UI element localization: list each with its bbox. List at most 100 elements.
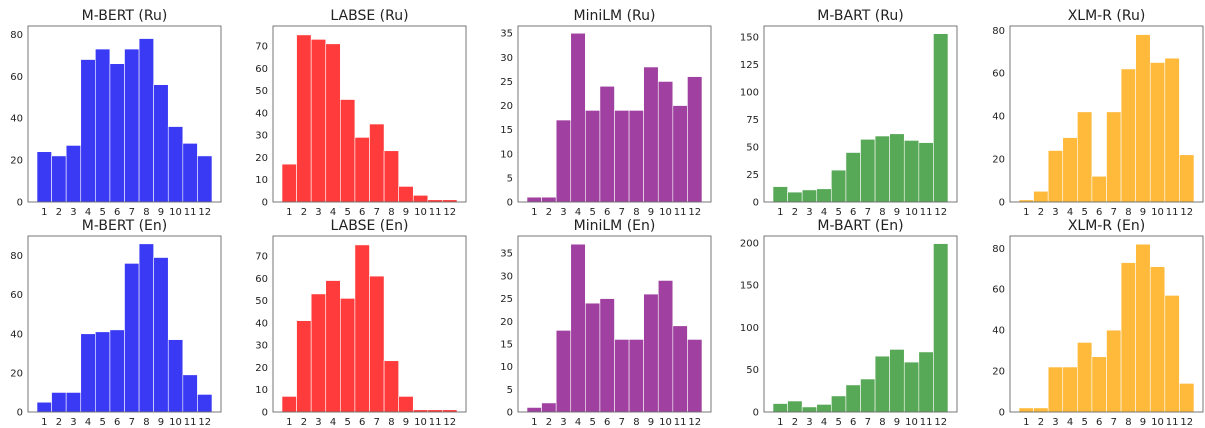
bar bbox=[51, 155, 67, 203]
plot-frame bbox=[1009, 25, 1204, 203]
y-tick-label: 30 bbox=[255, 131, 268, 142]
x-tick-label: 9 bbox=[158, 207, 164, 218]
x-tick-label: 11 bbox=[1166, 207, 1179, 218]
bar bbox=[138, 38, 154, 203]
bar bbox=[1135, 243, 1151, 413]
bar bbox=[1062, 137, 1078, 203]
bar bbox=[614, 339, 630, 413]
bar bbox=[585, 110, 601, 203]
histogram-panel: M-BART (Ru) 1 2 3 4 5 6 7 8 9 10 11 12 0 25 50 75 100 125 1… bbox=[736, 4, 963, 218]
y-tick-label: 35 bbox=[500, 249, 513, 260]
y-tick-label: 50 bbox=[746, 365, 759, 376]
bar bbox=[1135, 34, 1151, 203]
bar bbox=[95, 331, 111, 413]
bar bbox=[845, 152, 861, 203]
x-tick-label: 7 bbox=[374, 207, 380, 218]
bar bbox=[526, 196, 542, 203]
plot-frame bbox=[27, 25, 222, 203]
bar bbox=[1106, 111, 1122, 203]
bar bbox=[36, 401, 52, 413]
y-tick-label: 0 bbox=[17, 198, 23, 209]
bar bbox=[918, 351, 934, 413]
histogram-panel: MiniLM (Ru) 1 2 3 4 5 6 7 8 9 10 11 12 0 5 10 15 20 25 30 35 bbox=[490, 4, 717, 218]
x-tick-label: 5 bbox=[1081, 207, 1087, 218]
x-tick-label: 6 bbox=[850, 207, 856, 218]
x-tick-label: 3 bbox=[315, 207, 321, 218]
y-tick-label: 30 bbox=[500, 53, 513, 64]
y-tick-label: 20 bbox=[10, 368, 23, 379]
y-tick-label: 100 bbox=[740, 323, 759, 334]
x-tick-label: 11 bbox=[920, 207, 933, 218]
y-tick-label: 20 bbox=[992, 155, 1005, 166]
y-tick-label: 60 bbox=[992, 285, 1005, 296]
y-tick-label: 0 bbox=[507, 408, 513, 419]
bar bbox=[412, 195, 429, 203]
bar bbox=[845, 384, 861, 413]
bar bbox=[860, 378, 876, 413]
bar bbox=[628, 110, 644, 203]
plot-frame bbox=[272, 235, 467, 413]
bar bbox=[787, 400, 803, 413]
bar bbox=[296, 320, 312, 413]
bar bbox=[325, 43, 341, 203]
y-tick-label: 10 bbox=[500, 362, 513, 373]
bar bbox=[1077, 111, 1093, 203]
x-tick-label: 1 bbox=[286, 207, 292, 218]
bar bbox=[1120, 262, 1136, 413]
x-tick-label: 3 bbox=[806, 207, 812, 218]
bar bbox=[310, 39, 327, 203]
y-tick-label: 40 bbox=[255, 318, 268, 329]
y-tick-label: 25 bbox=[500, 294, 513, 305]
bar bbox=[398, 396, 414, 413]
bar bbox=[383, 360, 399, 413]
histogram-panel: M-BERT (Ru) 1 2 3 4 5 6 7 8 9 10 11 12 0 20 40 60 80 bbox=[0, 4, 227, 218]
plot-frame bbox=[517, 25, 712, 203]
bar bbox=[325, 280, 341, 413]
x-tick-label: 1 bbox=[1023, 207, 1029, 218]
bar bbox=[124, 48, 140, 203]
bar bbox=[816, 188, 832, 203]
x-tick-label: 4 bbox=[575, 207, 581, 218]
bar bbox=[526, 407, 542, 413]
bar bbox=[1164, 295, 1180, 413]
y-tick-label: 80 bbox=[992, 244, 1005, 255]
x-tick-label: 12 bbox=[934, 207, 947, 218]
chart-title: LABSE (Ru) bbox=[330, 8, 408, 24]
bar bbox=[1047, 366, 1064, 413]
x-tick-label: 9 bbox=[403, 207, 409, 218]
bar bbox=[816, 404, 832, 413]
x-tick-label: 5 bbox=[835, 207, 841, 218]
y-tick-label: 30 bbox=[500, 271, 513, 282]
bar bbox=[541, 196, 557, 203]
histogram-panel: LABSE (En) 1 2 3 4 5 6 7 8 9 10 11 12 0 10 20 30 40 50 60 70 bbox=[245, 214, 472, 428]
histogram-panel: M-BERT (En) 1 2 3 4 5 6 7 8 9 10 11 12 0 20 40 60 80 bbox=[0, 214, 227, 428]
bar bbox=[874, 135, 890, 203]
y-tick-label: 35 bbox=[500, 29, 513, 40]
x-tick-label: 8 bbox=[143, 207, 149, 218]
bar bbox=[281, 163, 297, 203]
chart-title: M-BART (En) bbox=[817, 218, 903, 234]
y-tick-label: 0 bbox=[753, 408, 759, 419]
bar bbox=[1149, 62, 1166, 203]
y-tick-label: 80 bbox=[10, 30, 23, 41]
y-tick-label: 0 bbox=[999, 198, 1005, 209]
y-tick-label: 0 bbox=[262, 408, 268, 419]
chart-title: MiniLM (En) bbox=[574, 218, 656, 234]
bar bbox=[383, 150, 399, 203]
x-tick-label: 7 bbox=[129, 207, 135, 218]
bar bbox=[831, 169, 847, 203]
bar bbox=[1062, 366, 1078, 413]
x-tick-label: 1 bbox=[777, 207, 783, 218]
bar bbox=[889, 349, 905, 413]
x-tick-label: 8 bbox=[388, 207, 394, 218]
x-tick-label: 7 bbox=[865, 207, 871, 218]
x-tick-label: 6 bbox=[1096, 207, 1102, 218]
y-tick-label: 70 bbox=[255, 42, 268, 53]
bar bbox=[1033, 190, 1049, 203]
bar bbox=[657, 280, 674, 413]
bar bbox=[124, 263, 140, 413]
